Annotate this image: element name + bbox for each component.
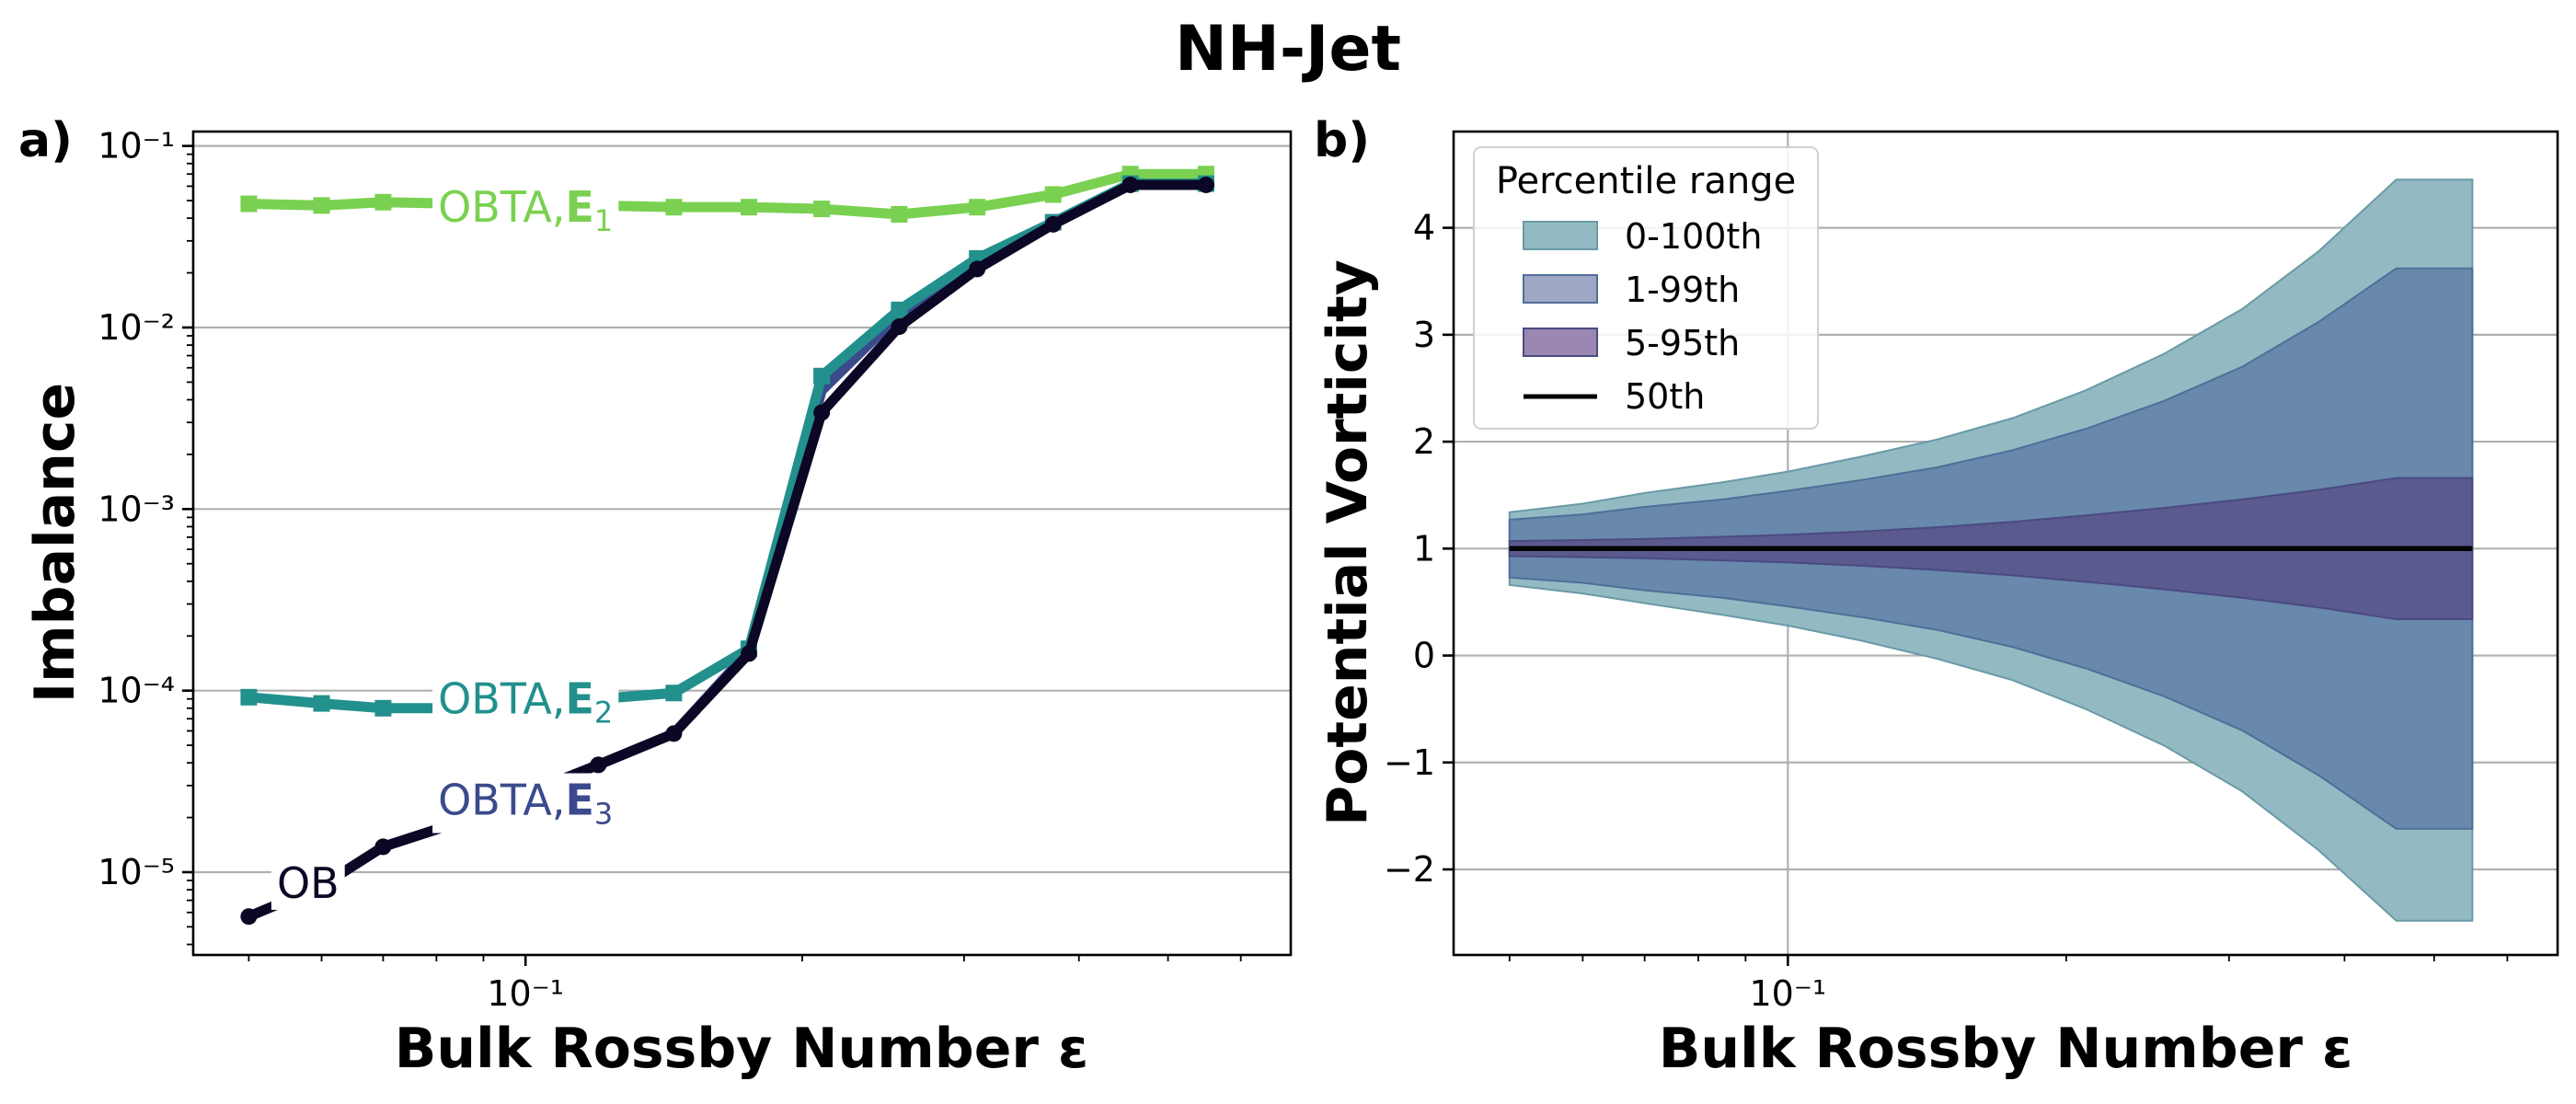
- panel-b-y-axis-label: Potential Vorticity: [1316, 259, 1380, 826]
- a-y-tick-label: 10⁻¹: [98, 126, 175, 167]
- a-x-tick-label: 10⁻¹: [487, 973, 564, 1014]
- a-line-label-background: [432, 672, 619, 732]
- a-data-point: [1044, 186, 1062, 203]
- a-data-point: [665, 684, 683, 702]
- a-data-point: [374, 838, 392, 856]
- a-line-label-e: E: [565, 775, 593, 824]
- b-y-tick-label: 1: [1413, 528, 1435, 569]
- panel-b-ticks: −2 −1 0 1 2 3 4 10⁻¹: [1384, 208, 2509, 1014]
- a-line-label-e: E: [565, 182, 593, 232]
- a-line-label: OBTA,E2: [438, 674, 613, 730]
- panel-a-series: [240, 166, 1214, 926]
- panel-a-x-axis-label: Bulk Rossby Number ε: [395, 1017, 1089, 1081]
- a-data-point: [813, 367, 831, 385]
- b-legend-swatch: [1523, 328, 1598, 357]
- panel-a-label: a): [18, 113, 73, 168]
- a-data-point: [240, 195, 258, 213]
- a-y-tick-label: 10⁻⁵: [98, 852, 175, 892]
- a-data-point: [374, 699, 392, 717]
- a-series-obta-e2: [240, 175, 1214, 717]
- a-line-label-prefix: OBTA,: [438, 182, 565, 232]
- a-data-point: [1044, 215, 1062, 233]
- b-legend-entry: 5-95th: [1625, 323, 1740, 363]
- a-line-label-e: E: [565, 674, 593, 724]
- panel-b-label: b): [1314, 113, 1370, 168]
- a-data-point: [665, 725, 683, 742]
- a-data-point: [813, 404, 831, 421]
- b-x-tick-label: 10⁻¹: [1749, 973, 1826, 1014]
- b-legend-entry: 1-99th: [1625, 270, 1740, 310]
- a-line-label-background: [432, 180, 619, 241]
- a-series-line: [247, 179, 1206, 922]
- panel-a-ticks: 10⁻⁵ 10⁻⁴ 10⁻³ 10⁻² 10⁻¹ 10⁻¹: [98, 126, 1242, 1014]
- b-legend-swatch: [1523, 274, 1598, 304]
- a-data-point: [240, 688, 258, 706]
- a-line-label-prefix: OBTA,: [438, 775, 565, 824]
- a-series-line: [248, 168, 1206, 220]
- a-data-point: [891, 301, 908, 318]
- a-line-label-subscript: 3: [594, 796, 613, 831]
- a-data-point: [969, 199, 986, 216]
- a-data-point: [891, 318, 908, 336]
- b-legend-entry: 0-100th: [1625, 216, 1762, 257]
- a-line-label-background: [432, 773, 619, 834]
- a-data-point: [741, 645, 758, 662]
- a-line-label-subscript: 1: [594, 203, 613, 238]
- panel-b-potential-vorticity-chart: b) −2 −1 0 1 2 3 4 10⁻¹ Percentile range 0-100th…: [1314, 113, 2559, 1081]
- b-y-tick-label: −1: [1384, 742, 1435, 783]
- a-series-line: [247, 178, 1206, 714]
- panel-a-y-axis-label: Imbalance: [23, 383, 87, 703]
- a-data-point: [313, 695, 330, 712]
- b-legend-swatch: [1523, 221, 1598, 250]
- b-legend-entry: 50th: [1625, 376, 1705, 417]
- panel-b-x-axis-label: Bulk Rossby Number ε: [1659, 1017, 2353, 1081]
- panel-b-axes-frame: [1452, 130, 2559, 957]
- a-data-point: [665, 199, 683, 216]
- a-data-point: [891, 205, 908, 223]
- a-y-tick-label: 10⁻²: [98, 307, 175, 348]
- panel-b-legend: Percentile range 0-100th 1-99th 5-95th 50th: [1473, 146, 1819, 430]
- a-data-point: [1197, 176, 1214, 193]
- a-line-label: OBTA,E1: [438, 182, 613, 238]
- a-line-label-background: [270, 856, 345, 910]
- a-line-label-subscript: 2: [594, 696, 613, 730]
- a-data-point: [813, 201, 831, 218]
- b-legend-box: [1473, 146, 1819, 430]
- a-data-point: [590, 756, 607, 774]
- a-series-line: [247, 179, 1206, 922]
- b-y-tick-label: 0: [1413, 636, 1435, 676]
- a-line-label: OB: [277, 858, 339, 908]
- a-y-tick-label: 10⁻⁴: [98, 671, 175, 711]
- a-line-label-prefix: OB: [277, 858, 339, 908]
- a-data-point: [240, 908, 258, 926]
- a-data-point: [313, 197, 330, 214]
- panel-a-grid: [193, 144, 1291, 874]
- b-legend-title: Percentile range: [1496, 160, 1796, 202]
- a-line-label: OBTA,E3: [438, 775, 613, 831]
- a-data-point: [969, 260, 986, 278]
- panel-a-axes-frame: [191, 130, 1293, 957]
- b-y-tick-label: 2: [1413, 421, 1435, 462]
- a-series-obta-e3: [247, 179, 1206, 922]
- b-y-tick-label: 4: [1413, 208, 1435, 248]
- a-data-point: [374, 193, 392, 211]
- b-y-tick-label: −2: [1384, 849, 1435, 890]
- a-data-point: [1121, 176, 1139, 193]
- a-series-ob: [240, 176, 1214, 926]
- a-data-point: [741, 199, 758, 216]
- b-y-tick-label: 3: [1413, 315, 1435, 355]
- a-y-tick-label: 10⁻³: [98, 489, 175, 529]
- a-line-label-prefix: OBTA,: [438, 674, 565, 724]
- figure-title: NH-Jet: [1175, 13, 1401, 86]
